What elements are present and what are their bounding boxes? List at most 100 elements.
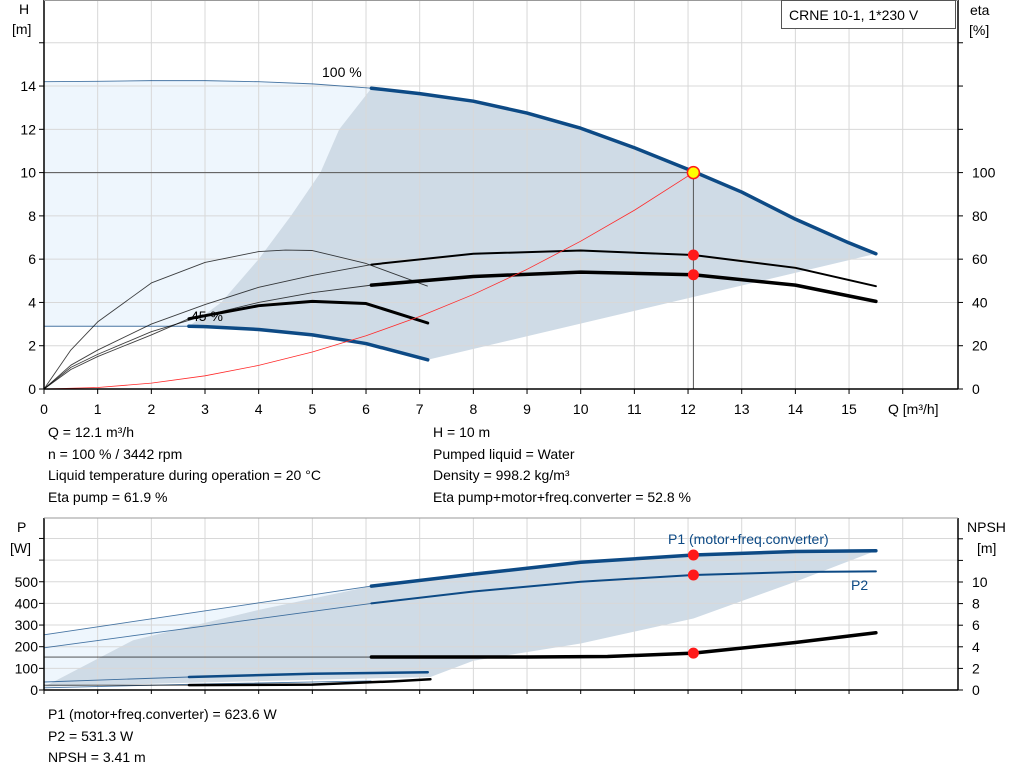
y2-axis-label-npsh: NPSH	[967, 519, 1006, 535]
y-tick-label: 2	[28, 338, 36, 354]
info-eta-total: Eta pump+motor+freq.converter = 52.8 %	[433, 489, 691, 506]
eta-pump-45-curve-extended	[43, 249, 428, 390]
x-tick-label: 14	[788, 401, 804, 417]
annotation-45-percent: 45 %	[191, 308, 223, 324]
eta-total-45-curve-extended	[43, 318, 190, 390]
x-tick-label: 4	[255, 401, 263, 417]
x-tick-label: 13	[734, 401, 750, 417]
duty-point-eta-total-marker	[687, 269, 699, 281]
operating-range-area-bottom	[44, 550, 876, 687]
p1-45-curve	[187, 670, 429, 679]
info-density: Density = 998.2 kg/m³	[433, 467, 570, 484]
y-axis-unit-h: [m]	[12, 21, 31, 37]
head-100-curve	[369, 86, 878, 256]
head-100-curve-extended	[43, 80, 372, 89]
y2-axis-unit-npsh: [m]	[977, 540, 996, 556]
duty-point-eta-pump-marker	[687, 249, 699, 261]
info-temperature: Liquid temperature during operation = 20…	[48, 467, 321, 484]
y-tick-label: 0	[30, 682, 38, 698]
info-speed: n = 100 % / 3442 rpm	[48, 445, 183, 462]
duty-point-p1-marker	[687, 549, 699, 561]
eta-total-100-curve	[369, 270, 878, 304]
y2-axis-unit-eta: [%]	[969, 22, 989, 38]
y2-tick-label: 0	[972, 682, 980, 698]
p2-100-curve	[370, 570, 877, 605]
extended-range-area	[44, 80, 372, 327]
y-tick-label: 0	[28, 381, 36, 397]
head-45-curve	[187, 324, 430, 362]
x-tick-label: 9	[523, 401, 531, 417]
y2-tick-label: 40	[972, 294, 988, 310]
y-axis-unit-p: [W]	[10, 540, 31, 556]
info-eta-pump: Eta pump = 61.9 %	[48, 489, 168, 506]
x-tick-label: 0	[40, 401, 48, 417]
x-tick-label: 8	[469, 401, 477, 417]
x-tick-label: 1	[94, 401, 102, 417]
operating-range-area	[188, 88, 876, 360]
x-tick-label: 15	[841, 401, 857, 417]
info-npsh: NPSH = 3.41 m	[48, 749, 146, 766]
y2-tick-label: 4	[972, 639, 980, 655]
y-tick-label: 6	[28, 251, 36, 267]
info-head: H = 10 m	[433, 424, 491, 440]
y-tick-label: 300	[15, 617, 39, 633]
legend-box	[781, 0, 956, 29]
y2-axis-label-eta: eta	[970, 2, 990, 18]
y-tick-label: 12	[20, 121, 36, 137]
y-tick-label: 500	[15, 574, 39, 590]
y-axis-label-p: P	[17, 519, 26, 535]
duty-point-p2-marker	[687, 569, 699, 581]
eta-pump-100-curve-extended	[43, 264, 372, 390]
x-axis-label-q: Q [m³/h]	[888, 401, 939, 417]
p1-100-curve	[369, 549, 878, 588]
y2-tick-label: 6	[972, 617, 980, 633]
x-tick-label: 3	[201, 401, 209, 417]
y-tick-label: 100	[15, 660, 39, 676]
y2-tick-label: 80	[972, 208, 988, 224]
y-tick-label: 400	[15, 595, 39, 611]
y2-tick-label: 20	[972, 338, 988, 354]
y-tick-label: 14	[20, 78, 36, 94]
y-tick-label: 4	[28, 294, 36, 310]
duty-point-npsh-marker	[687, 647, 699, 659]
x-tick-label: 2	[147, 401, 155, 417]
info-liquid: Pumped liquid = Water	[433, 445, 575, 462]
x-tick-label: 5	[308, 401, 316, 417]
eta-pump-100-curve	[370, 249, 877, 288]
extended-range-area-bottom	[44, 586, 372, 687]
y2-tick-label: 100	[972, 165, 996, 181]
p1-100-curve-extended	[43, 585, 372, 636]
label-p2: P2	[851, 577, 868, 593]
info-p2: P2 = 531.3 W	[48, 727, 134, 744]
x-tick-label: 7	[416, 401, 424, 417]
info-top-left: Q = 12.1 m³/h n = 100 % / 3442 rpm Liqui…	[48, 422, 321, 509]
y-tick-label: 10	[20, 165, 36, 181]
info-bottom: P1 (motor+freq.converter) = 623.6 W P2 =…	[48, 704, 277, 769]
npsh-45-curve	[187, 677, 432, 687]
x-tick-label: 6	[362, 401, 370, 417]
info-flow: Q = 12.1 m³/h	[48, 424, 134, 440]
y2-tick-label: 10	[972, 574, 988, 590]
x-tick-label: 11	[627, 401, 642, 417]
info-top-right: H = 10 m Pumped liquid = Water Density =…	[433, 422, 691, 509]
eta-total-45-curve	[187, 299, 430, 325]
p2-100-curve-extended	[43, 602, 372, 649]
system-curve-curve-extended	[43, 172, 694, 390]
x-tick-label: 12	[680, 401, 696, 417]
info-p1: P1 (motor+freq.converter) = 623.6 W	[48, 706, 277, 722]
y2-tick-label: 8	[972, 596, 980, 612]
npsh-100-curve	[369, 631, 878, 659]
y-tick-label: 8	[28, 208, 36, 224]
duty-point-marker	[686, 165, 701, 180]
x-tick-label: 10	[573, 401, 589, 417]
y2-tick-label: 60	[972, 251, 988, 267]
y-tick-label: 200	[15, 639, 39, 655]
legend-box-text: CRNE 10-1, 1*230 V	[789, 7, 919, 23]
y2-tick-label: 2	[972, 660, 980, 676]
p1-45-curve-extended	[43, 676, 189, 683]
annotation-100-percent: 100 %	[322, 64, 362, 80]
y-axis-label-h: H	[19, 1, 29, 17]
y2-tick-label: 0	[972, 381, 980, 397]
label-p1: P1 (motor+freq.converter)	[668, 531, 829, 547]
